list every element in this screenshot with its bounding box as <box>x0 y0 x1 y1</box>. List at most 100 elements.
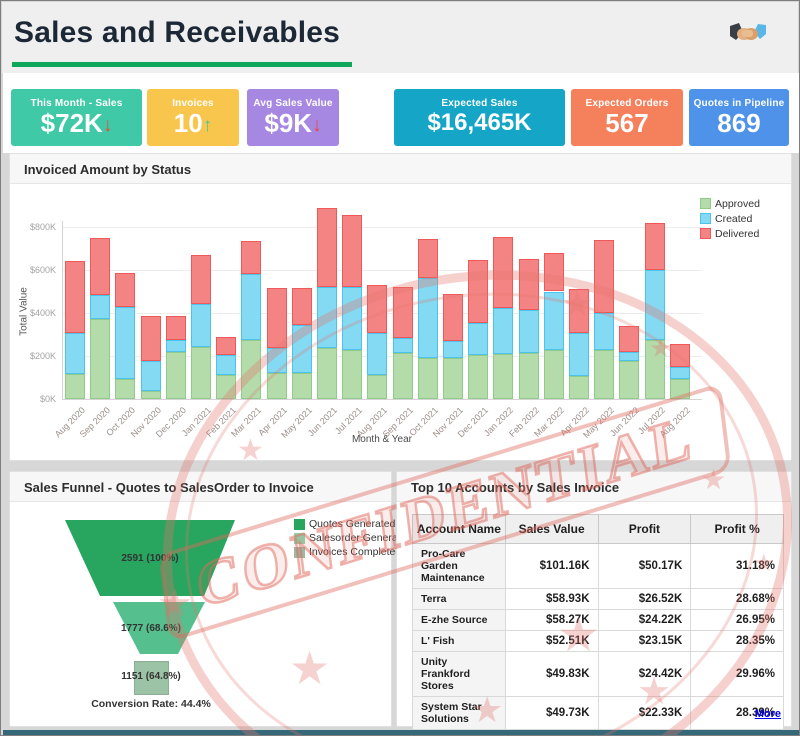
bar-segment-approved[interactable] <box>543 349 564 399</box>
bar-segment-created[interactable] <box>518 309 539 353</box>
bar-segment-approved[interactable] <box>291 373 312 399</box>
kpi-card-quotes-in-pipeline[interactable]: Quotes in Pipeline 869 <box>689 89 789 146</box>
bar-segment-created[interactable] <box>65 333 85 375</box>
bar-segment-created[interactable] <box>291 324 312 374</box>
bar-segment-delivered[interactable] <box>569 289 589 334</box>
table-row[interactable]: Pro-Care Garden Maintenance $101.16K $50.1… <box>412 543 784 589</box>
bar-segment-approved[interactable] <box>266 373 287 399</box>
bar-segment-delivered[interactable] <box>266 288 287 349</box>
bar-segment-delivered[interactable] <box>543 252 564 292</box>
bar-segment-approved[interactable] <box>493 353 514 399</box>
bar-segment-created[interactable] <box>443 340 463 359</box>
column-header[interactable]: Account Name <box>412 514 506 544</box>
bar-segment-delivered[interactable] <box>140 316 161 362</box>
table-row[interactable]: System Star Solutions $49.73K $22.33K 28.39… <box>412 696 784 730</box>
bar-segment-approved[interactable] <box>569 376 589 399</box>
bar-segment-approved[interactable] <box>468 354 489 399</box>
legend-item-created[interactable]: Created <box>700 211 760 226</box>
bar-segment-delivered[interactable] <box>493 236 514 308</box>
bar-segment-created[interactable] <box>266 348 287 374</box>
bar-segment-approved[interactable] <box>594 349 615 399</box>
bar-segment-created[interactable] <box>241 274 262 340</box>
bar-segment-delivered[interactable] <box>619 325 640 352</box>
kpi-card-this-month-sales[interactable]: This Month - Sales $72K↓ <box>11 89 142 146</box>
bar-segment-delivered[interactable] <box>518 259 539 310</box>
column-header[interactable]: Profit % <box>690 514 784 544</box>
bar-segment-delivered[interactable] <box>417 238 438 278</box>
bar-segment-delivered[interactable] <box>468 260 489 323</box>
bar-segment-created[interactable] <box>468 322 489 355</box>
bar-segment-approved[interactable] <box>443 358 463 399</box>
bar-segment-delivered[interactable] <box>443 293 463 341</box>
bar-segment-created[interactable] <box>317 287 337 349</box>
bar-segment-approved[interactable] <box>165 351 186 399</box>
bar-segment-approved[interactable] <box>619 361 640 399</box>
bar-segment-created[interactable] <box>191 304 211 348</box>
bar-segment-approved[interactable] <box>191 347 211 399</box>
bar-segment-delivered[interactable] <box>165 316 186 340</box>
bar-segment-approved[interactable] <box>644 339 665 399</box>
bar-segment-delivered[interactable] <box>291 288 312 325</box>
bar-segment-delivered[interactable] <box>65 261 85 334</box>
legend-item-salesorder-generated[interactable]: Salesorder Generated <box>294 531 412 545</box>
bar-segment-approved[interactable] <box>518 352 539 399</box>
bar-segment-approved[interactable] <box>342 349 363 399</box>
bar-segment-delivered[interactable] <box>392 287 413 338</box>
bar-segment-delivered[interactable] <box>115 273 136 307</box>
column-header[interactable]: Sales Value <box>504 514 599 544</box>
bar-segment-approved[interactable] <box>65 374 85 399</box>
column-header[interactable]: Profit <box>597 514 692 544</box>
table-row[interactable]: E-zhe Source $58.27K $24.22K 26.95% <box>412 609 784 631</box>
bar-segment-created[interactable] <box>140 361 161 392</box>
bar-segment-approved[interactable] <box>140 391 161 399</box>
table-row[interactable]: L' Fish $52.51K $23.15K 28.35% <box>412 630 784 652</box>
bar-segment-approved[interactable] <box>669 378 690 399</box>
bar-segment-approved[interactable] <box>367 375 388 399</box>
bar-segment-delivered[interactable] <box>241 240 262 275</box>
bar-segment-approved[interactable] <box>317 348 337 399</box>
bar-segment-delivered[interactable] <box>342 215 363 288</box>
bar-segment-approved[interactable] <box>417 358 438 399</box>
more-link[interactable]: More <box>754 708 781 720</box>
bar-segment-delivered[interactable] <box>90 237 111 295</box>
bar-segment-created[interactable] <box>417 277 438 359</box>
bar-segment-delivered[interactable] <box>367 285 388 334</box>
bar-segment-approved[interactable] <box>115 378 136 399</box>
bar-segment-delivered[interactable] <box>594 239 615 313</box>
bar-segment-approved[interactable] <box>90 319 111 399</box>
bar-segment-created[interactable] <box>90 294 111 320</box>
bar-segment-created[interactable] <box>619 351 640 362</box>
bar-segment-approved[interactable] <box>241 339 262 399</box>
funnel-stage-invoices-completed[interactable] <box>134 661 169 695</box>
bar-segment-created[interactable] <box>543 291 564 350</box>
legend-item-quotes-generated[interactable]: Quotes Generated <box>294 517 412 531</box>
bar-segment-created[interactable] <box>367 333 388 376</box>
kpi-card-expected-orders[interactable]: Expected Orders 567 <box>571 89 683 146</box>
kpi-card-expected-sales[interactable]: Expected Sales $16,465K <box>394 89 565 146</box>
table-row[interactable]: Terra $58.93K $26.52K 28.68% <box>412 588 784 610</box>
bar-segment-delivered[interactable] <box>191 254 211 305</box>
kpi-card-invoices[interactable]: Invoices 10↑ <box>147 89 239 146</box>
bar-segment-delivered[interactable] <box>644 222 665 270</box>
bar-segment-created[interactable] <box>115 306 136 379</box>
value-cell: $58.27K <box>504 609 599 631</box>
legend-item-delivered[interactable]: Delivered <box>700 226 760 241</box>
bar-segment-created[interactable] <box>392 337 413 353</box>
bar-segment-created[interactable] <box>644 270 665 340</box>
bar-segment-created[interactable] <box>342 287 363 350</box>
bar-segment-created[interactable] <box>569 333 589 377</box>
bar-segment-created[interactable] <box>594 313 615 350</box>
bar-segment-delivered[interactable] <box>317 207 337 288</box>
bar-segment-created[interactable] <box>216 354 237 376</box>
legend-item-approved[interactable]: Approved <box>700 196 760 211</box>
bar-segment-delivered[interactable] <box>669 344 690 367</box>
table-row[interactable]: Unity Frankford Stores $49.83K $24.42K 29.9… <box>412 651 784 697</box>
bar-segment-created[interactable] <box>493 307 514 354</box>
kpi-card-avg-sales-value[interactable]: Avg Sales Value $9K↓ <box>247 89 339 146</box>
bar-segment-delivered[interactable] <box>216 336 237 355</box>
bar-segment-approved[interactable] <box>216 375 237 399</box>
bar-segment-approved[interactable] <box>392 352 413 399</box>
legend-item-invoices-completed[interactable]: Invoices Completed <box>294 545 412 559</box>
bar-segment-created[interactable] <box>165 339 186 352</box>
bar-segment-created[interactable] <box>669 366 690 379</box>
